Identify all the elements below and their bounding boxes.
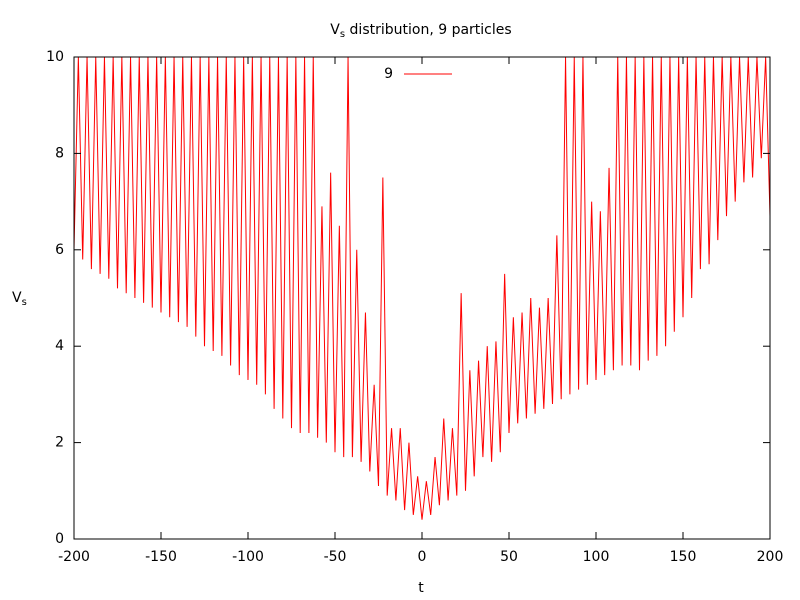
y-tick-label: 6 (55, 242, 64, 258)
x-tick-label: -150 (145, 549, 177, 565)
x-tick-label: 150 (670, 549, 697, 565)
y-tick-label: 4 (55, 338, 64, 354)
title-main: V (330, 22, 340, 38)
x-tick-label: -200 (58, 549, 90, 565)
ylabel-main: V (12, 290, 22, 306)
y-tick-label: 8 (55, 145, 64, 161)
y-tick-label: 0 (55, 531, 64, 547)
x-tick-label: 100 (583, 549, 610, 565)
title-sub: s (340, 29, 345, 40)
x-tick-label: -50 (324, 549, 347, 565)
y-axis-label: Vs (12, 290, 27, 308)
y-tick-label: 2 (55, 435, 64, 451)
x-tick-label: 0 (418, 549, 427, 565)
data-line (74, 57, 770, 520)
ylabel-sub: s (22, 297, 27, 308)
x-tick-label: -100 (232, 549, 264, 565)
chart-title: Vs distribution, 9 particles (330, 22, 511, 40)
legend-label: 9 (384, 66, 393, 82)
x-tick-label: 200 (757, 549, 784, 565)
x-axis-label: t (418, 580, 424, 596)
x-tick-label: 50 (500, 549, 518, 565)
plot-border (73, 56, 771, 540)
y-tick-label: 10 (46, 49, 64, 65)
title-rest: distribution, 9 particles (345, 22, 512, 38)
